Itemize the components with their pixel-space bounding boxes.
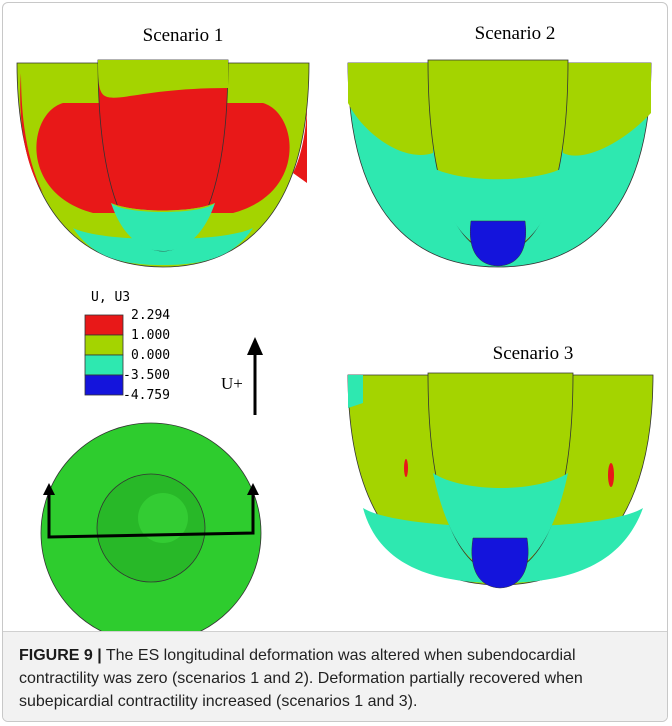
panel-title: Scenario 2 [475, 23, 556, 44]
heart-model [16, 59, 310, 268]
caption: FIGURE 9 | The ES longitudinal deformati… [3, 631, 667, 721]
figure-image: Scenario 1 Scenario 2 U, U3 2.294 1.000 … [16, 23, 654, 631]
legend-entry: 0.000 [131, 348, 170, 363]
heart-model [347, 59, 652, 268]
panel-title: Scenario 3 [493, 343, 574, 364]
legend-entry: 1.000 [131, 328, 170, 343]
legend-entry: -3.500 [123, 368, 170, 383]
caption-text: The ES longitudinal deformation was alte… [19, 647, 583, 710]
top-view [40, 422, 262, 631]
heart-model [347, 372, 654, 589]
legend-entry: 2.294 [131, 308, 170, 323]
legend-entry: -4.759 [123, 388, 170, 403]
caption-label: FIGURE 9 | [19, 647, 102, 664]
legend-colorbar [84, 314, 124, 396]
direction-arrow [247, 337, 263, 415]
legend-title: U, U3 [91, 290, 130, 305]
arrow-label: U+ [221, 374, 243, 393]
panel-title: Scenario 1 [143, 25, 224, 46]
